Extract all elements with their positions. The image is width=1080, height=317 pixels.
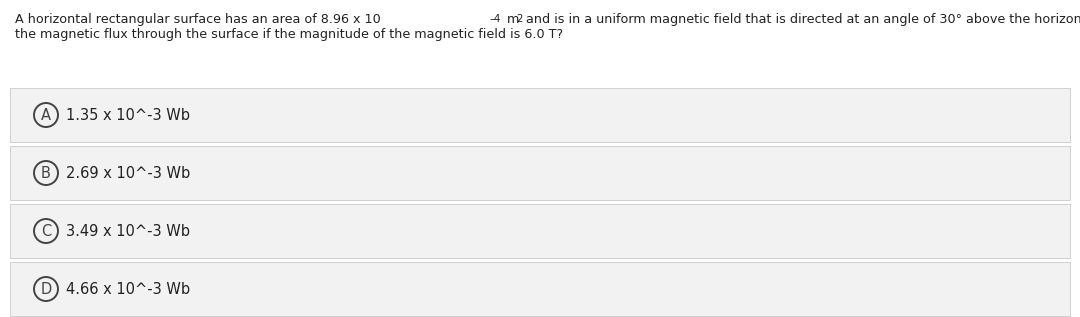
Text: 3.49 x 10^-3 Wb: 3.49 x 10^-3 Wb (66, 223, 190, 238)
Bar (10, 88, 1070, 142)
Text: 1.35 x 10^-3 Wb: 1.35 x 10^-3 Wb (66, 107, 190, 122)
Bar (10, 146, 1070, 200)
Text: C: C (41, 223, 51, 238)
Text: A horizontal rectangular surface has an area of 8.96 x 10: A horizontal rectangular surface has an … (15, 13, 381, 26)
Text: 2.69 x 10^-3 Wb: 2.69 x 10^-3 Wb (66, 165, 190, 180)
Text: the magnetic flux through the surface if the magnitude of the magnetic field is : the magnetic flux through the surface if… (15, 28, 563, 41)
Text: m: m (503, 13, 519, 26)
Text: 2: 2 (516, 14, 523, 24)
Bar (10, 204, 1070, 258)
Text: B: B (41, 165, 51, 180)
Bar (10, 262, 1070, 316)
Text: –4: –4 (490, 14, 501, 24)
Text: D: D (40, 281, 52, 296)
Text: A: A (41, 107, 51, 122)
Text: and is in a uniform magnetic field that is directed at an angle of 30° above the: and is in a uniform magnetic field that … (522, 13, 1080, 26)
Text: 4.66 x 10^-3 Wb: 4.66 x 10^-3 Wb (66, 281, 190, 296)
